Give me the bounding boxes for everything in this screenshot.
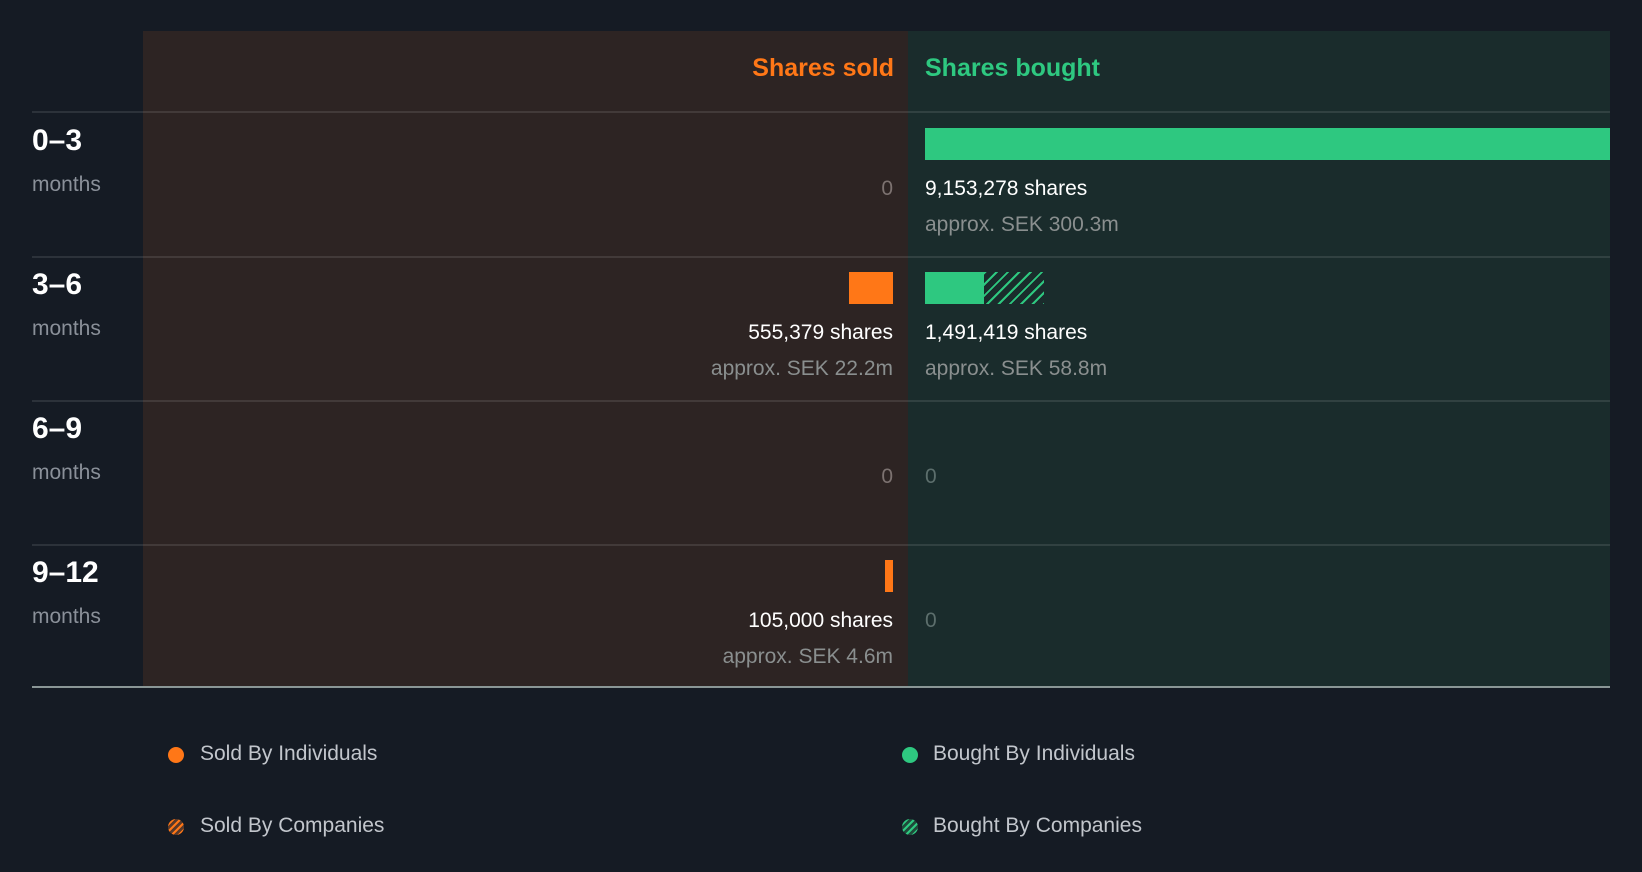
row-range: 6–9 — [32, 412, 83, 445]
row-unit: months — [32, 605, 101, 628]
legend-sold-companies[interactable]: Sold By Companies — [200, 814, 385, 837]
bought-companies-legend-icon — [902, 819, 918, 835]
bought-approx: approx. SEK 58.8m — [925, 357, 1108, 380]
bought-individuals-bar[interactable] — [925, 272, 984, 304]
row-range: 0–3 — [32, 124, 83, 157]
bought-shares: 1,491,419 shares — [925, 321, 1088, 344]
bought-companies-bar[interactable] — [984, 272, 1044, 304]
bought-zero: 0 — [925, 609, 937, 632]
legend-bought-individuals[interactable]: Bought By Individuals — [933, 742, 1135, 765]
sold-zero: 0 — [881, 465, 893, 488]
row-divider — [32, 111, 1610, 113]
legend-sold-individuals[interactable]: Sold By Individuals — [200, 742, 378, 765]
row-divider — [32, 544, 1610, 546]
sold-panel — [143, 31, 908, 687]
sold-shares: 555,379 shares — [748, 321, 893, 344]
sold-individuals-bar[interactable] — [885, 560, 893, 592]
shares-sold-header: Shares sold — [752, 54, 894, 82]
row-range: 3–6 — [32, 268, 83, 301]
bought-individuals-legend-icon — [902, 747, 918, 763]
shares-bought-header: Shares bought — [925, 54, 1101, 82]
sold-approx: approx. SEK 4.6m — [722, 645, 893, 668]
bought-zero: 0 — [925, 465, 937, 488]
chart-baseline — [32, 686, 1610, 688]
sold-approx: approx. SEK 22.2m — [710, 357, 893, 380]
sold-individuals-legend-icon — [168, 747, 184, 763]
sold-companies-legend-icon — [168, 819, 184, 835]
sold-zero: 0 — [881, 177, 893, 200]
row-divider — [32, 256, 1610, 258]
bought-individuals-bar[interactable] — [925, 128, 1610, 160]
row-unit: months — [32, 317, 101, 340]
row-unit: months — [32, 173, 101, 196]
sold-shares: 105,000 shares — [748, 609, 893, 632]
bought-shares: 9,153,278 shares — [925, 177, 1088, 200]
row-unit: months — [32, 461, 101, 484]
legend-bought-companies[interactable]: Bought By Companies — [933, 814, 1142, 837]
row-divider — [32, 400, 1610, 402]
sold-individuals-bar[interactable] — [849, 272, 893, 304]
row-range: 9–12 — [32, 556, 99, 589]
bought-approx: approx. SEK 300.3m — [925, 213, 1119, 236]
